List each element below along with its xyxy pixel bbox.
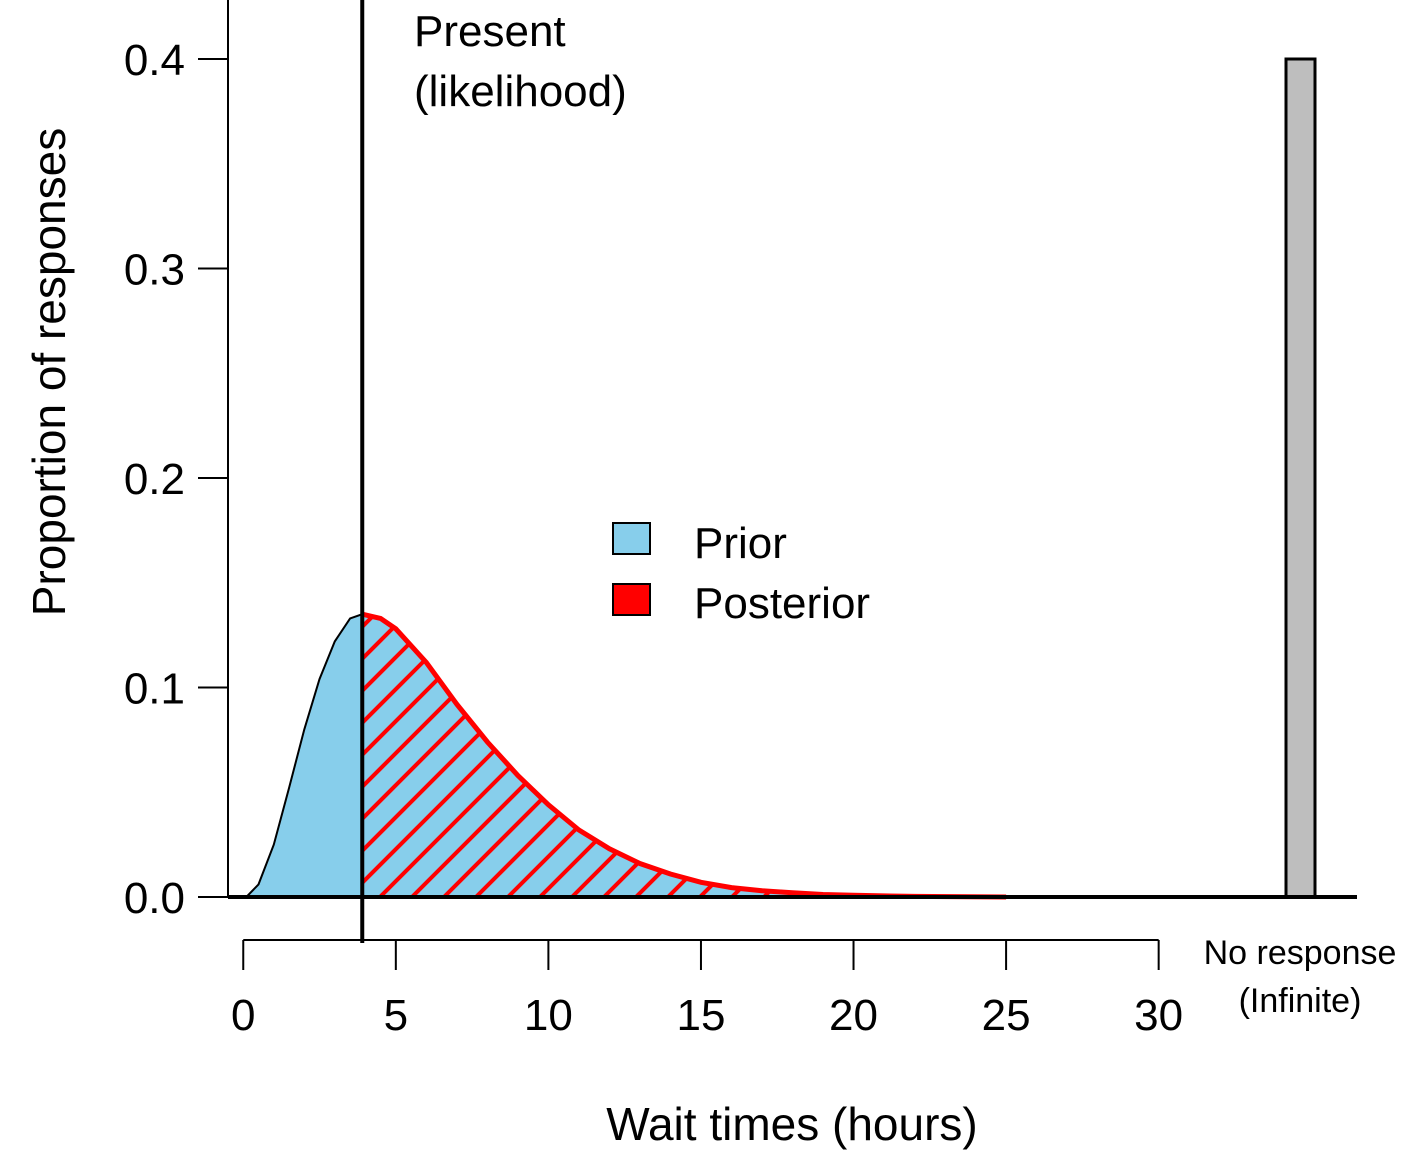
legend-posterior-label: Posterior [694, 579, 870, 628]
hatch-line [362, 614, 1007, 897]
hatch-line [362, 614, 1007, 897]
hatch-line [362, 614, 1007, 897]
posterior-outline [361, 611, 1007, 900]
no-response-bar [1284, 57, 1317, 899]
y-tick-label: 0.4 [124, 36, 185, 85]
no-response-label: No response [1204, 934, 1397, 972]
x-tick-label: 20 [829, 991, 878, 1040]
x-tick-label: 15 [676, 991, 725, 1040]
x-tick-label: 10 [524, 991, 573, 1040]
no-response-infinite-label: (Infinite) [1239, 982, 1362, 1020]
x-axis-ticks: 0 5 10 15 20 25 30 [231, 940, 1183, 1040]
y-axis-ticks: 0.0 0.1 0.2 0.3 0.4 [124, 36, 228, 923]
hatch-line [362, 614, 1007, 897]
legend-prior-label: Prior [694, 519, 787, 568]
legend-prior-swatch [612, 522, 651, 555]
y-tick-label: 0.3 [124, 246, 185, 295]
hatch-line [362, 614, 802, 897]
y-axis-title: Proportion of responses [23, 128, 75, 616]
y-tick-label: 0.0 [124, 874, 185, 923]
present-label: Present [414, 7, 566, 56]
y-tick-label: 0.1 [124, 665, 185, 714]
y-tick-label: 0.2 [124, 455, 185, 504]
legend-posterior-swatch [612, 583, 651, 616]
x-axis-title: Wait times (hours) [606, 1098, 977, 1150]
hatch-line [362, 614, 1007, 897]
legend: Prior Posterior [612, 519, 870, 628]
x-tick-label: 25 [982, 991, 1031, 1040]
x-tick-label: 30 [1134, 991, 1183, 1040]
x-tick-label: 5 [384, 991, 408, 1040]
hatch-line [362, 614, 1007, 897]
x-tick-label: 0 [231, 991, 255, 1040]
hatch-line [362, 614, 1007, 897]
hatch-line [362, 614, 1007, 897]
present-label-likelihood: (likelihood) [414, 67, 627, 116]
